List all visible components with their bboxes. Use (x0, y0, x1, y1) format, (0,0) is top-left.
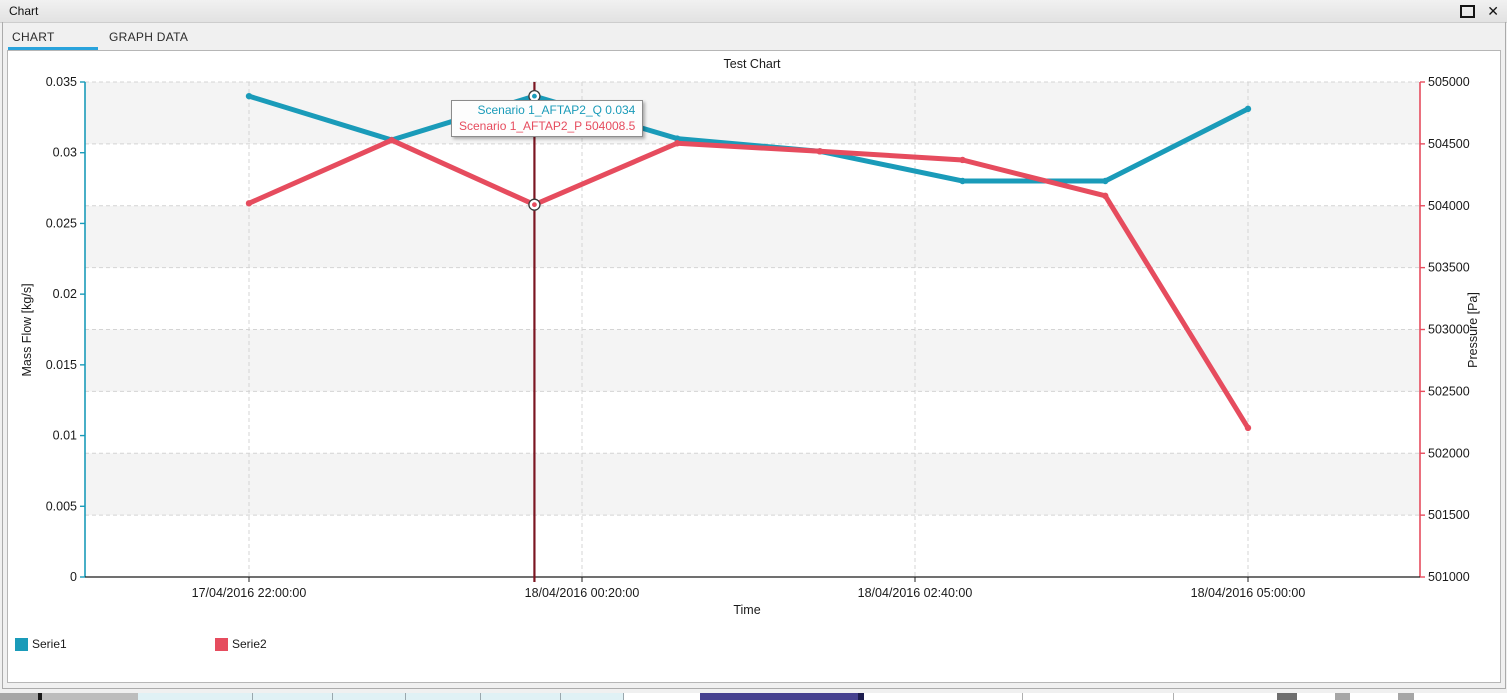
close-icon[interactable]: ✕ (1487, 3, 1499, 19)
legend-item-serie1[interactable]: Serie1 (15, 637, 67, 651)
taskbar-segment (1335, 693, 1350, 700)
tooltip-line-serie2: Scenario 1_AFTAP2_P 504008.5 (459, 119, 636, 133)
taskbar-segment (42, 693, 138, 700)
taskbar-segment (858, 693, 864, 700)
taskbar-segment (481, 693, 560, 700)
taskbar-segment (864, 693, 1022, 700)
taskbar-segment (1350, 693, 1398, 700)
taskbar-segment (700, 693, 858, 700)
taskbar-segment (1414, 693, 1507, 700)
titlebar[interactable]: Chart ✕ (0, 0, 1507, 23)
serie1-swatch-icon (15, 637, 28, 651)
taskbar-segment (1023, 693, 1173, 700)
taskbar-segment (560, 693, 561, 700)
taskbar-segment (406, 693, 480, 700)
taskbar-segment (0, 693, 38, 700)
taskbar-segment (1173, 693, 1174, 700)
taskbar-segment (333, 693, 405, 700)
taskbar-fragment (0, 693, 1507, 700)
chart-panel[interactable] (7, 50, 1501, 683)
window-controls: ✕ (1460, 4, 1507, 18)
tab-chart[interactable]: CHART (8, 26, 98, 50)
legend-label-serie1: Serie1 (32, 637, 67, 651)
taskbar-segment (1277, 693, 1297, 700)
tab-graph-data[interactable]: GRAPH DATA (109, 29, 189, 44)
taskbar-segment (1174, 693, 1277, 700)
tabstrip: CHART GRAPH DATA (8, 26, 205, 50)
legend-item-serie2[interactable]: Serie2 (215, 637, 267, 651)
taskbar-segment (561, 693, 623, 700)
taskbar-segment (1022, 693, 1023, 700)
taskbar-segment (252, 693, 253, 700)
taskbar-segment (624, 693, 700, 700)
maximize-icon[interactable] (1460, 4, 1476, 18)
window-title: Chart (9, 4, 39, 18)
taskbar-segment (405, 693, 406, 700)
taskbar-segment (138, 693, 252, 700)
taskbar-segment (1398, 693, 1414, 700)
legend-label-serie2: Serie2 (232, 637, 267, 651)
taskbar-segment (253, 693, 332, 700)
serie2-swatch-icon (215, 637, 228, 651)
chart-tooltip: Scenario 1_AFTAP2_Q 0.034 Scenario 1_AFT… (451, 100, 644, 137)
taskbar-segment (623, 693, 624, 700)
taskbar-segment (38, 693, 42, 700)
tooltip-line-serie1: Scenario 1_AFTAP2_Q 0.034 (477, 103, 636, 117)
taskbar-segment (480, 693, 481, 700)
taskbar-segment (332, 693, 333, 700)
taskbar-segment (1297, 693, 1335, 700)
